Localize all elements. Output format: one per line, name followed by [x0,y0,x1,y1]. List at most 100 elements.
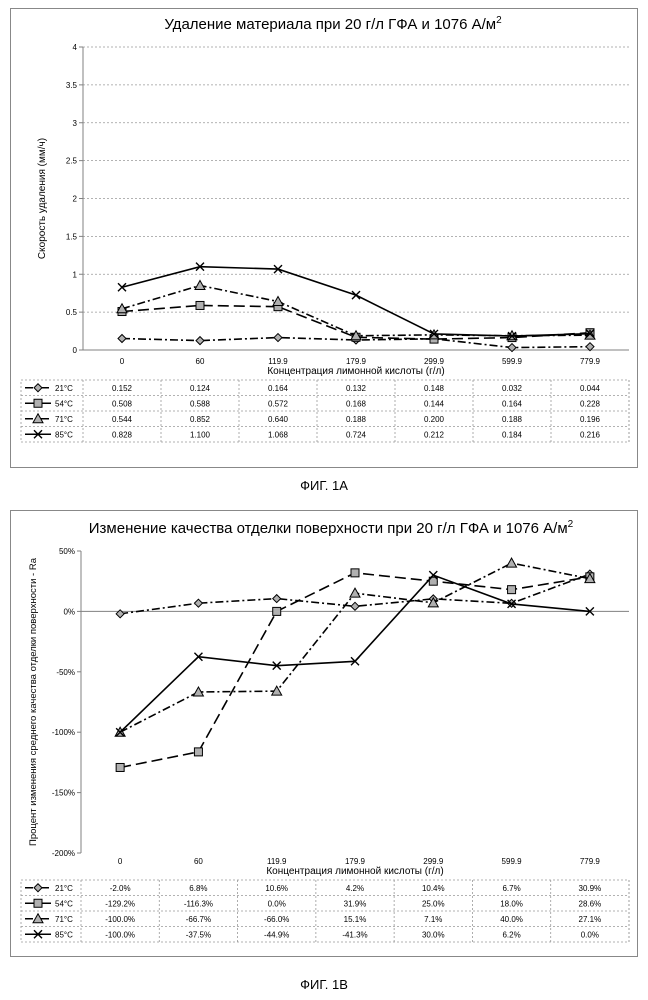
data-table-cell: -100.0% [105,930,135,939]
data-table-cell: 0.044 [580,384,601,393]
chart-title-text: Удаление материала при 20 г/л ГФА и 1076… [164,16,496,33]
legend-label: 71°C [55,915,73,924]
legend-key-1 [25,899,51,907]
data-table-cell: 0.124 [190,384,211,393]
data-point [273,607,281,615]
data-table-cell: 10.6% [265,884,288,893]
series-line [122,285,590,335]
data-table-cell: 1.068 [268,430,289,439]
legend-key-1 [25,399,51,407]
x-tick-label: 299.9 [423,857,444,866]
data-table-cell: 0.168 [346,399,367,408]
data-point [194,748,202,756]
legend-label: 85°C [55,930,73,939]
series-line [120,575,590,732]
x-tick-label: 779.9 [580,357,601,366]
data-table-cell: -66.0% [264,915,289,924]
legend-label: 85°C [55,430,73,439]
data-table-cell: 15.1% [344,915,367,924]
x-tick-label: 0 [118,857,123,866]
data-point [352,291,360,299]
data-point [274,334,282,342]
legend-key-0 [25,884,51,892]
legend-key-2 [25,914,51,923]
chart-panel-removal: Удаление материала при 20 г/л ГФА и 1076… [10,8,638,468]
legend-label: 54°C [55,899,73,908]
legend-key-3 [25,430,51,438]
legend-key-3 [25,930,51,938]
figure-label-1b: ФИГ. 1В [0,977,648,992]
data-table-cell: 0.0% [268,899,286,908]
data-table-cell: 30.0% [422,930,445,939]
y-tick-label: -100% [52,728,75,737]
x-tick-label: 60 [194,857,203,866]
data-table-cell: 40.0% [500,915,523,924]
legend-key-0 [25,384,51,392]
data-table-cell: 6.8% [189,884,207,893]
data-table-cell: 0.572 [268,399,289,408]
y-tick-label: 0 [73,346,78,355]
data-point [118,334,126,342]
data-table-cell: 0.188 [346,415,367,424]
x-tick-label: 119.9 [267,857,287,866]
data-table-cell: 0.544 [112,415,133,424]
data-point [196,337,204,345]
data-table-cell: 0.164 [502,399,523,408]
data-table-cell: -2.0% [110,884,131,893]
data-table-cell: 0.200 [424,415,445,424]
data-table-cell: 0.640 [268,415,289,424]
data-table-cell: 1.100 [190,430,211,439]
chart-title: Изменение качества отделки поверхности п… [89,519,574,537]
chart-title: Удаление материала при 20 г/л ГФА и 1076… [164,15,502,33]
legend-label: 54°C [55,399,73,408]
x-tick-label: 0 [120,357,125,366]
x-tick-label: 299.9 [424,357,445,366]
data-point [196,301,204,309]
data-table-cell: 6.2% [502,930,520,939]
data-point [508,586,516,594]
legend-marker [34,884,42,892]
legend-label: 71°C [55,415,73,424]
legend-label: 21°C [55,884,73,893]
legend-marker [34,899,42,907]
data-table-cell: 0.828 [112,430,133,439]
data-table-cell: 0.132 [346,384,367,393]
data-point [273,595,281,603]
surface-chart-svg: Изменение качества отделки поверхности п… [11,511,637,956]
series-line [122,267,590,336]
data-table-cell: 0.228 [580,399,601,408]
data-table-cell: 10.4% [422,884,445,893]
y-axis-label: Скорость удаления (мм/ч) [37,138,48,259]
legend-marker [34,384,42,392]
data-table-cell: -66.7% [186,915,211,924]
data-table-cell: -37.5% [186,930,211,939]
data-table-cell: 18.0% [500,899,523,908]
data-table-cell: 0.0% [581,930,599,939]
chart-panel-surface: Изменение качества отделки поверхности п… [10,510,638,957]
data-table-cell: 0.164 [268,384,289,393]
y-tick-label: 2 [73,195,78,204]
data-table-cell: 0.152 [112,384,133,393]
figure-label-1a: ФИГ. 1А [0,478,648,493]
x-axis-label: Концентрация лимонной кислоты (г/л) [266,866,443,877]
data-point [586,343,594,351]
data-point [350,588,360,597]
x-axis-label: Концентрация лимонной кислоты (г/л) [267,366,444,377]
series-2 [115,558,595,736]
data-point [194,599,202,607]
y-tick-label: 0% [63,607,75,616]
y-tick-label: 2.5 [66,157,78,166]
data-table-cell: 0.216 [580,430,601,439]
data-point [351,602,359,610]
data-table-cell: 0.144 [424,399,445,408]
chart-title-superscript: 2 [568,519,574,530]
y-tick-label: -200% [52,849,75,858]
y-tick-label: 3 [73,119,78,128]
data-table-cell: 6.7% [502,884,520,893]
x-tick-label: 779.9 [580,857,601,866]
x-tick-label: 60 [196,357,205,366]
legend-key-2 [25,414,51,423]
data-table-cell: 25.0% [422,899,445,908]
data-table-cell: 0.032 [502,384,523,393]
data-point [507,558,517,567]
